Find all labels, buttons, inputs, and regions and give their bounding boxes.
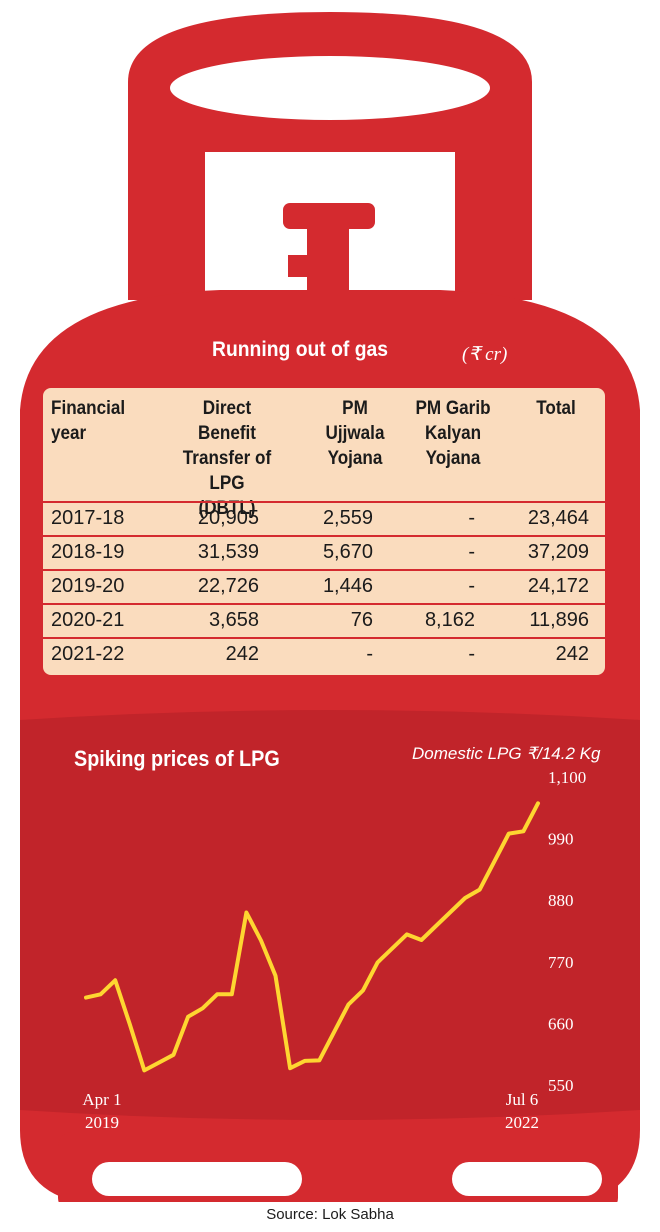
price-point: [215, 992, 219, 996]
table-cell: 22,726: [197, 575, 259, 597]
price-point: [128, 1022, 132, 1026]
table-cell: 31,539: [197, 541, 259, 563]
table-cell: 242: [555, 643, 589, 665]
header-garib-kalyan: PM Garib Kalyan Yojana: [415, 398, 491, 469]
table-cell: -: [468, 575, 475, 597]
table-cell: 2,559: [322, 507, 373, 529]
x-end-year: 2022: [505, 1113, 539, 1132]
table-cell: 3,658: [208, 609, 259, 631]
table-cell: 20,905: [197, 507, 259, 529]
table-cell: -: [468, 541, 475, 563]
chart-band: [20, 710, 640, 1120]
x-start-label: Apr 1 2019: [72, 1088, 132, 1134]
table-cell: 23,464: [527, 507, 589, 529]
x-start-year: 2019: [85, 1113, 119, 1132]
table-cell: 11,896: [529, 609, 589, 631]
table-cell: 24,172: [527, 575, 589, 597]
price-point: [478, 888, 482, 892]
price-point: [405, 932, 409, 936]
table-cell: 2017-18: [51, 507, 125, 529]
price-point: [113, 978, 117, 982]
table-cell: 2019-20: [51, 575, 125, 597]
price-point: [230, 992, 234, 996]
y-tick-label: 550: [548, 1076, 574, 1095]
table-title: Running out of gas: [212, 338, 388, 361]
price-point: [201, 1006, 205, 1010]
price-point: [288, 1066, 292, 1070]
price-point: [463, 896, 467, 900]
price-point: [244, 911, 248, 915]
price-point: [171, 1053, 175, 1057]
table-cell: 2018-19: [51, 541, 125, 563]
price-point: [361, 988, 365, 992]
valve-icon: [283, 203, 375, 292]
table-cell: 2020-21: [51, 609, 125, 631]
header-financial-year: Financial year: [51, 398, 126, 444]
subsidy-table: Financial year Direct Benefit Transfer o…: [43, 388, 605, 675]
table-cell: 76: [350, 609, 373, 631]
price-point: [419, 938, 423, 942]
table-cell: -: [468, 507, 475, 529]
price-chart: 1,100 990 880 770 660 550: [84, 768, 586, 1095]
header-dbtl: Direct Benefit Transfer of LPG (DBTL): [182, 398, 272, 519]
price-point: [390, 946, 394, 950]
price-point: [332, 1030, 336, 1034]
header-ujjwala: PM Ujjwala Yojana: [325, 398, 385, 469]
price-series-line: [84, 801, 540, 1073]
y-tick-label: 770: [548, 953, 574, 972]
price-point: [157, 1061, 161, 1065]
price-point: [521, 829, 525, 833]
price-point: [274, 974, 278, 978]
price-point: [99, 992, 103, 996]
table-cell: -: [366, 643, 373, 665]
y-tick-label: 880: [548, 891, 574, 910]
price-point: [303, 1059, 307, 1063]
price-point: [346, 1002, 350, 1006]
price-point: [317, 1058, 321, 1062]
y-tick-label: 990: [548, 830, 574, 849]
table-unit: (₹ cr): [462, 344, 508, 365]
price-point: [259, 939, 263, 943]
table-row: 2021-22 242 - - 242: [43, 637, 605, 671]
price-point: [507, 832, 511, 836]
table-row: 2020-21 3,658 76 8,162 11,896: [43, 603, 605, 637]
header-total: Total: [536, 398, 576, 419]
chart-ylabel: Domestic LPG ₹/14.2 Kg: [412, 744, 601, 763]
table-cell: 37,209: [527, 541, 589, 563]
table-cell: 2021-22: [51, 643, 125, 665]
table-row: 2019-20 22,726 1,446 - 24,172: [43, 569, 605, 603]
y-tick-label: 660: [548, 1014, 574, 1033]
table-cell: 5,670: [322, 541, 373, 563]
table-cell: 242: [225, 643, 259, 665]
foot-slot-left: [92, 1162, 302, 1196]
x-end-date: Jul 6: [505, 1090, 539, 1109]
price-point: [492, 860, 496, 864]
table-cell: 8,162: [424, 609, 475, 631]
table-row: 2018-19 31,539 5,670 - 37,209: [43, 535, 605, 569]
x-start-date: Apr 1: [82, 1090, 122, 1109]
table-row: 2017-18 20,905 2,559 - 23,464: [43, 501, 605, 535]
price-point: [376, 960, 380, 964]
y-tick-label: 1,100: [548, 768, 586, 787]
chart-title: Spiking prices of LPG: [74, 746, 280, 771]
price-point: [84, 996, 88, 1000]
foot-slot-right: [452, 1162, 602, 1196]
table-cell: 1,446: [322, 575, 373, 597]
source-note: Source: Lok Sabha: [266, 1206, 394, 1223]
price-point: [186, 1015, 190, 1019]
table-cell: -: [468, 643, 475, 665]
handle-hole: [170, 56, 490, 120]
price-point: [536, 801, 540, 805]
price-point: [449, 910, 453, 914]
x-end-label: Jul 6 2022: [492, 1088, 552, 1134]
price-point: [434, 924, 438, 928]
source-strip: [58, 1202, 618, 1232]
table-header: Financial year Direct Benefit Transfer o…: [43, 388, 605, 519]
price-point: [142, 1068, 146, 1072]
